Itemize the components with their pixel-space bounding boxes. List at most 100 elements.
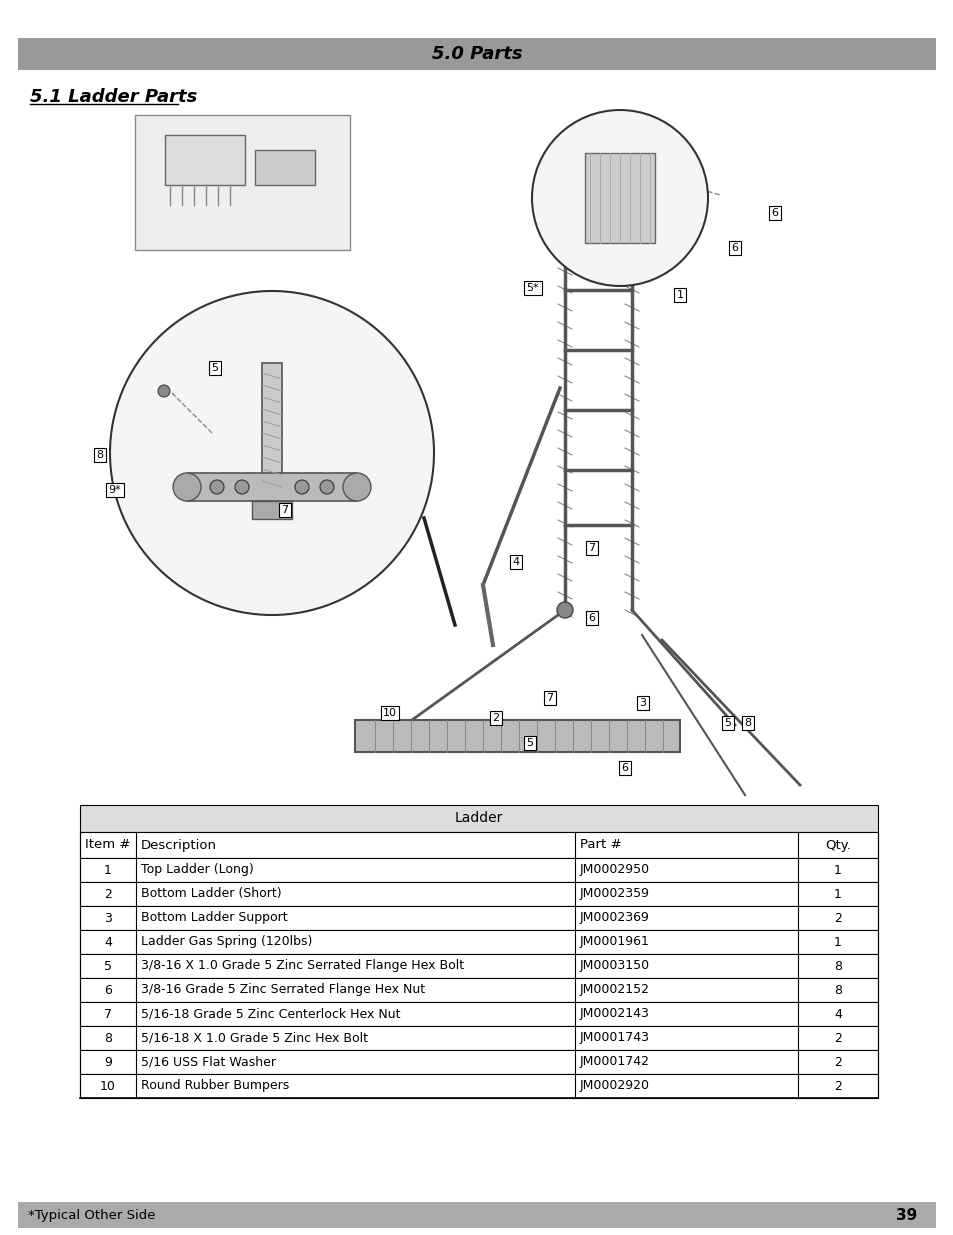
Text: 9*: 9* [109, 485, 121, 495]
Text: 5*: 5* [526, 283, 538, 293]
Circle shape [158, 385, 170, 396]
Bar [254, 149, 314, 185]
Circle shape [343, 473, 371, 501]
Text: 2: 2 [104, 888, 112, 900]
Text: Top Ladder (Long): Top Ladder (Long) [141, 863, 253, 877]
Text: 8: 8 [833, 960, 841, 972]
Text: 8: 8 [743, 718, 751, 727]
Text: 1: 1 [833, 935, 841, 948]
Text: Item #: Item # [85, 839, 131, 851]
Bar [584, 153, 655, 243]
Text: 39: 39 [896, 1208, 917, 1223]
Circle shape [110, 291, 434, 615]
Text: 6: 6 [731, 243, 738, 253]
Text: *Typical Other Side: *Typical Other Side [28, 1209, 155, 1221]
Bar [80, 805, 877, 832]
Text: JM0003150: JM0003150 [579, 960, 649, 972]
Text: 5/16 USS Flat Washer: 5/16 USS Flat Washer [141, 1056, 275, 1068]
Text: 5: 5 [526, 739, 533, 748]
Text: 2: 2 [833, 1056, 841, 1068]
Text: JM0002143: JM0002143 [579, 1008, 649, 1020]
Circle shape [557, 601, 573, 618]
Circle shape [210, 480, 224, 494]
Text: 5.0 Parts: 5.0 Parts [432, 44, 521, 63]
Text: 1: 1 [833, 863, 841, 877]
Text: 3: 3 [639, 698, 646, 708]
Text: 8: 8 [104, 1031, 112, 1045]
Text: 6: 6 [771, 207, 778, 219]
Bar [80, 1002, 877, 1026]
Text: 1: 1 [676, 290, 682, 300]
Text: JM0002950: JM0002950 [579, 863, 649, 877]
Bar [165, 135, 245, 185]
Text: JM0002152: JM0002152 [579, 983, 649, 997]
Text: JM0001742: JM0001742 [579, 1056, 649, 1068]
Text: 8: 8 [96, 450, 104, 459]
Bar [80, 1026, 877, 1050]
Text: JM0001961: JM0001961 [579, 935, 649, 948]
Text: 8: 8 [833, 983, 841, 997]
Text: Ladder Gas Spring (120lbs): Ladder Gas Spring (120lbs) [141, 935, 312, 948]
Bar [252, 501, 292, 519]
Circle shape [319, 480, 334, 494]
Circle shape [172, 473, 201, 501]
Text: Description: Description [141, 839, 216, 851]
Text: 6: 6 [104, 983, 112, 997]
Text: Round Rubber Bumpers: Round Rubber Bumpers [141, 1079, 289, 1093]
Text: 6: 6 [588, 613, 595, 622]
Bar [80, 1050, 877, 1074]
Text: 9: 9 [104, 1056, 112, 1068]
Bar [355, 720, 679, 752]
Text: 10: 10 [382, 708, 396, 718]
Text: 5: 5 [212, 363, 218, 373]
Bar [187, 473, 356, 501]
Text: 7: 7 [104, 1008, 112, 1020]
Text: JM0001743: JM0001743 [579, 1031, 649, 1045]
Text: 7: 7 [546, 693, 553, 703]
Text: 1: 1 [104, 863, 112, 877]
Text: 2: 2 [833, 911, 841, 925]
Bar [80, 978, 877, 1002]
Text: 1: 1 [833, 888, 841, 900]
Text: 3/8-16 X 1.0 Grade 5 Zinc Serrated Flange Hex Bolt: 3/8-16 X 1.0 Grade 5 Zinc Serrated Flang… [141, 960, 463, 972]
Bar [80, 1074, 877, 1098]
Text: Part #: Part # [579, 839, 620, 851]
Text: Bottom Ladder (Short): Bottom Ladder (Short) [141, 888, 281, 900]
Text: Qty.: Qty. [824, 839, 850, 851]
Text: 5.1 Ladder Parts: 5.1 Ladder Parts [30, 88, 197, 106]
Text: 5/16-18 X 1.0 Grade 5 Zinc Hex Bolt: 5/16-18 X 1.0 Grade 5 Zinc Hex Bolt [141, 1031, 368, 1045]
Text: JM0002369: JM0002369 [579, 911, 649, 925]
Text: 5: 5 [723, 718, 731, 727]
Circle shape [234, 480, 249, 494]
Text: 7: 7 [281, 505, 288, 515]
Text: 10: 10 [100, 1079, 115, 1093]
Text: 5/16-18 Grade 5 Zinc Centerlock Hex Nut: 5/16-18 Grade 5 Zinc Centerlock Hex Nut [141, 1008, 400, 1020]
Bar [80, 858, 877, 882]
Bar [80, 832, 877, 858]
Text: 3: 3 [104, 911, 112, 925]
Bar [18, 38, 935, 70]
Text: Ladder: Ladder [455, 811, 502, 825]
Text: JM0002920: JM0002920 [579, 1079, 649, 1093]
Text: 5: 5 [104, 960, 112, 972]
Text: 4: 4 [512, 557, 519, 567]
Bar [18, 1202, 935, 1228]
Text: 4: 4 [104, 935, 112, 948]
Text: 2: 2 [833, 1079, 841, 1093]
Text: Bottom Ladder Support: Bottom Ladder Support [141, 911, 287, 925]
Bar [80, 882, 877, 906]
Bar [262, 363, 282, 483]
Text: 4: 4 [833, 1008, 841, 1020]
Text: 7: 7 [588, 543, 595, 553]
Text: 6: 6 [620, 763, 628, 773]
Text: JM0002359: JM0002359 [579, 888, 649, 900]
Bar [877, 1202, 935, 1228]
Bar [80, 930, 877, 953]
Circle shape [294, 480, 309, 494]
Circle shape [532, 110, 707, 287]
Text: 3/8-16 Grade 5 Zinc Serrated Flange Hex Nut: 3/8-16 Grade 5 Zinc Serrated Flange Hex … [141, 983, 424, 997]
Bar [80, 953, 877, 978]
Bar [80, 906, 877, 930]
Text: 2: 2 [833, 1031, 841, 1045]
Bar [135, 115, 350, 249]
